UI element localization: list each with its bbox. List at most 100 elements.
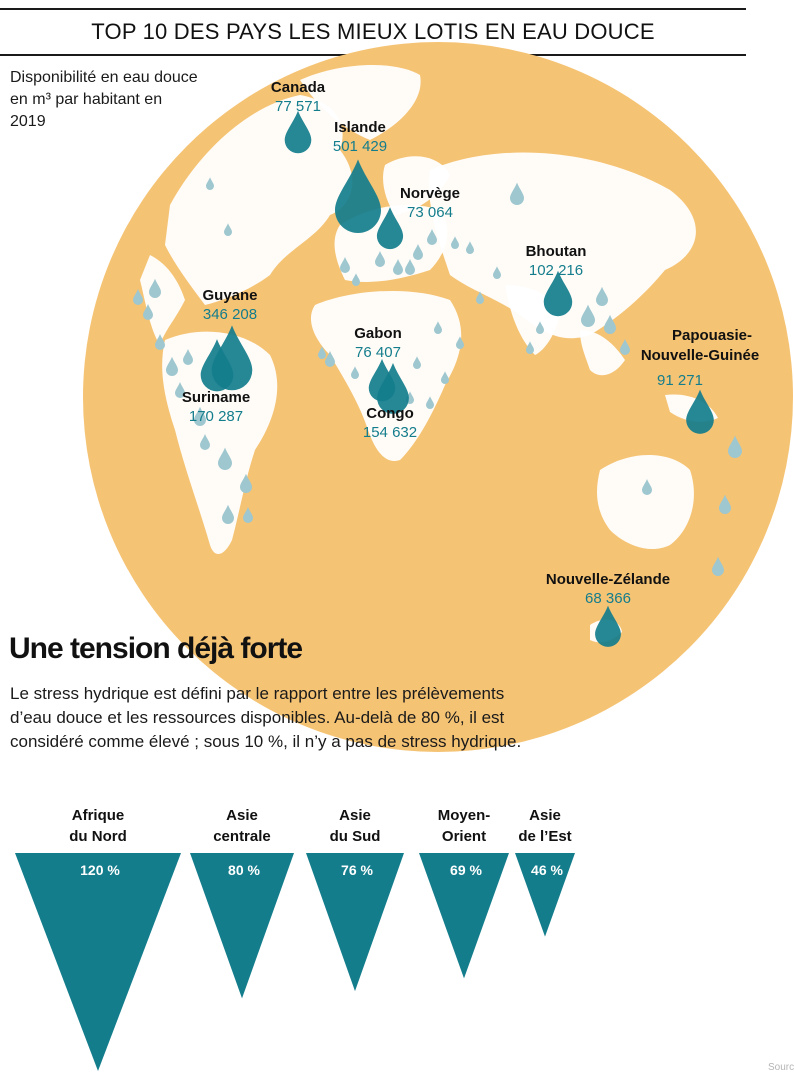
source-note: Sourc [768,1062,794,1073]
label-papouasie-nouvelle-guin-e-name: Papouasie-Nouvelle-Guinée [641,327,759,364]
triangle-value-moyen-orient: 69 % [450,862,482,878]
minor-drop-31 [434,321,442,334]
minor-drop-13 [175,382,185,398]
triangle-category-afrique-du-nord: Afrique du Nord [69,807,127,845]
triangle-moyen-orient [419,853,509,979]
triangle-category-asie-de-l-est: Asie de l’Est [518,807,571,845]
label-congo-value: 154 632 [363,424,417,441]
minor-drop-7 [194,406,206,426]
label-bhoutan-value: 102 216 [529,262,583,279]
continent-asia [429,152,696,339]
minor-drop-17 [375,251,385,267]
label-guyane-name: Guyane [202,287,257,304]
minor-drop-20 [413,244,423,260]
section-intro: Le stress hydrique est défini par le rap… [10,684,522,751]
minor-drop-34 [596,286,608,306]
label-norv-ge-value: 73 064 [407,204,453,221]
drop-norv-ge [376,207,404,250]
country-labels: Canada 77 571 Islande 501 429 Norvège 73 064 B… [182,79,759,607]
minor-drop-43 [476,291,484,304]
minor-drop-24 [325,351,335,367]
minor-drop-4 [155,334,165,350]
triangle-category-asie-du-sud: Asie du Sud [330,807,381,845]
drop-papouasie-nouvelle-guin-e [686,389,714,434]
minor-drop-2 [149,278,161,298]
drop-canada [284,110,312,154]
label-congo-name: Congo [366,405,413,422]
drop-bhoutan [543,270,573,317]
minor-drop-45 [526,341,534,354]
triangle-afrique-du-nord [15,853,181,1071]
triangle-asie-du-sud [306,853,404,992]
minor-drop-30 [456,336,464,349]
landmass-greenland [300,64,421,140]
minor-drop-36 [604,314,616,334]
map-legend-note: Disponibilité en eau douce en m³ par hab… [10,69,198,130]
label-norv-ge-name: Norvège [400,185,460,202]
minor-drop-15 [340,257,350,273]
drop-nouvelle-z-lande [595,605,621,647]
triangle-value-asie-du-sud: 76 % [341,862,373,878]
stress-region-labels: 120 % Afrique du Nord 80 % Asie centrale 76 % A… [69,807,571,878]
minor-drop-38 [642,479,652,495]
triangle-category-asie-centrale: Asie centrale [213,807,271,845]
label-bhoutan-name: Bhoutan [526,243,587,260]
drop-islande [335,159,381,233]
minor-drop-5 [166,356,178,376]
minor-drop-19 [405,259,415,275]
minor-drop-3 [143,304,153,320]
minor-drop-44 [536,321,544,334]
landmass-central-america [140,255,185,345]
minor-drop-35 [581,304,595,327]
minor-drop-29 [441,371,449,384]
label-nouvelle-z-lande-name: Nouvelle-Zélande [546,571,670,588]
label-canada-value: 77 571 [275,98,321,115]
minor-drop-26 [351,366,359,379]
drop-suriname [200,339,234,392]
triangle-value-afrique-du-nord: 120 % [80,862,120,878]
minor-drop-8 [218,447,232,470]
minor-drop-28 [426,396,434,409]
continent-australia [597,455,694,550]
label-canada-name: Canada [271,79,326,96]
minor-drop-42 [493,266,501,279]
triangle-asie-de-l-est [515,853,575,937]
minor-drop-14 [133,289,143,305]
label-nouvelle-z-lande-value: 68 366 [585,590,631,607]
triangle-value-asie-centrale: 80 % [228,862,260,878]
section-title: Une tension déjà forte [9,632,303,665]
minor-drop-10 [222,504,234,524]
label-guyane-value: 346 208 [203,306,257,323]
country-drops [200,110,714,647]
continent-south-america [162,331,278,555]
minor-drop-9 [240,473,252,493]
minor-drop-23 [466,241,474,254]
landmass-southeast-asia [580,330,625,376]
minor-drop-1 [224,223,232,236]
stress-triangles [15,853,575,1071]
triangle-value-asie-de-l-est: 46 % [531,862,563,878]
label-gabon-value: 76 407 [355,344,401,361]
minor-drop-16 [352,273,360,286]
minor-drop-40 [719,494,731,514]
drop-congo [377,363,409,414]
minor-drop-22 [451,236,459,249]
minor-drop-12 [200,434,210,450]
minor-drop-18 [393,259,403,275]
triangle-asie-centrale [190,853,294,999]
label-islande-name: Islande [334,119,386,136]
label-suriname-value: 170 287 [189,408,243,425]
label-suriname-name: Suriname [182,389,250,406]
minor-drop-39 [728,435,742,458]
label-papouasie-nouvelle-guin-e-value: 91 271 [657,372,703,389]
minor-drop-32 [413,356,421,369]
minor-drop-33 [510,182,524,205]
minor-drop-6 [183,349,193,365]
minor-drop-21 [427,229,437,245]
triangle-category-moyen-orient: Moyen-Orient [438,807,491,845]
minor-drop-0 [206,177,214,190]
minor-drops [133,177,742,576]
minor-drop-11 [243,507,253,523]
